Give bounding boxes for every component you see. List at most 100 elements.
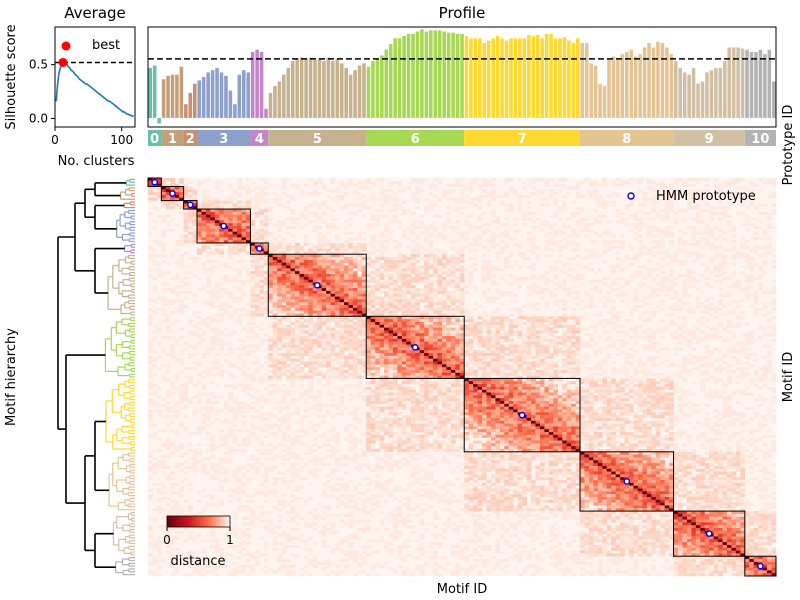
heatmap-cell	[286, 313, 291, 317]
heatmap-cell	[522, 211, 527, 215]
heatmap-cell	[156, 178, 162, 182]
heatmap-cell	[290, 336, 296, 340]
heatmap-cell	[433, 330, 438, 334]
heatmap-cell	[459, 245, 465, 249]
heatmap-cell	[317, 319, 322, 323]
heatmap-cell	[348, 211, 354, 215]
heatmap-cell	[335, 200, 340, 204]
heatmap-cell	[303, 242, 309, 247]
heatmap-cell	[361, 310, 367, 314]
heatmap-cell	[548, 240, 554, 244]
heatmap-cell	[695, 180, 701, 184]
heatmap-cell	[219, 189, 225, 193]
heatmap-cell	[588, 336, 594, 340]
heatmap-cell	[299, 257, 305, 261]
heatmap-cell	[379, 242, 385, 247]
heatmap-cell	[214, 180, 220, 184]
heatmap-cell	[673, 211, 679, 215]
heatmap-cell	[744, 336, 750, 340]
heatmap-cell	[379, 305, 385, 309]
heatmap-cell	[241, 206, 247, 210]
heatmap-cell	[330, 262, 336, 266]
heatmap-cell	[228, 290, 233, 295]
heatmap-cell	[660, 189, 665, 193]
heatmap-cell	[722, 276, 728, 280]
heatmap-cell	[196, 341, 202, 345]
heatmap-cell	[317, 231, 322, 235]
heatmap-cell	[642, 194, 648, 199]
profile-bar	[210, 70, 215, 118]
heatmap-cell	[629, 223, 634, 227]
heatmap-cell	[544, 279, 550, 283]
heatmap-cell	[642, 197, 648, 201]
heatmap-cell	[526, 240, 532, 244]
heatmap-cell	[468, 271, 474, 275]
heatmap-cell	[767, 178, 772, 182]
heatmap-cell	[415, 259, 420, 263]
heatmap-cell	[450, 302, 456, 306]
heatmap-cell	[517, 203, 523, 207]
heatmap-cell	[281, 186, 287, 190]
heatmap-cell	[531, 273, 536, 278]
heatmap-cell	[299, 288, 305, 292]
heatmap-cell	[277, 336, 282, 340]
heatmap-cell	[459, 324, 465, 328]
heatmap-cell	[562, 262, 567, 266]
heatmap-cell	[348, 276, 354, 280]
heatmap-cell	[424, 237, 429, 241]
heatmap-cell	[428, 257, 434, 261]
heatmap-cell	[183, 282, 189, 286]
heatmap-cell	[744, 259, 750, 263]
heatmap-cell	[410, 228, 416, 232]
heatmap-cell	[557, 254, 563, 258]
heatmap-cell	[286, 285, 291, 289]
heatmap-cell	[272, 245, 278, 249]
heatmap-cell	[571, 341, 576, 345]
profile-bar	[255, 49, 259, 118]
heatmap-cell	[548, 333, 554, 337]
heatmap-cell	[326, 223, 331, 227]
heatmap-cell	[352, 285, 358, 289]
heatmap-cell	[606, 240, 612, 244]
heatmap-cell	[464, 290, 469, 295]
heatmap-cell	[183, 228, 189, 232]
heatmap-cell	[254, 214, 260, 218]
heatmap-cell	[620, 234, 625, 238]
heatmap-cell	[686, 178, 692, 182]
heatmap-cell	[250, 259, 256, 263]
profile-bar	[665, 47, 669, 118]
heatmap-cell	[183, 296, 189, 300]
heatmap-cell	[727, 228, 732, 232]
heatmap-cell	[499, 245, 505, 249]
heatmap-cell	[713, 316, 719, 320]
heatmap-cell	[379, 254, 385, 258]
heatmap-cell	[148, 189, 153, 193]
profile-bar	[375, 58, 380, 118]
heatmap-cell	[749, 279, 755, 283]
heatmap-cell	[317, 333, 322, 337]
heatmap-cell	[482, 194, 487, 199]
heatmap-cell	[664, 206, 670, 210]
heatmap-cell	[749, 276, 755, 280]
heatmap-cell	[148, 257, 153, 261]
heatmap-cell	[459, 197, 465, 201]
heatmap-cell	[259, 341, 265, 345]
heatmap-cell	[326, 248, 331, 252]
heatmap-cell	[379, 178, 385, 182]
heatmap-cell	[165, 330, 171, 334]
heatmap-cell	[548, 330, 554, 334]
heatmap-cell	[508, 209, 514, 213]
heatmap-cell	[695, 302, 701, 306]
heatmap-cell	[433, 178, 438, 182]
heatmap-cell	[272, 192, 278, 196]
heatmap-cell	[562, 338, 567, 343]
heatmap-cell	[335, 321, 340, 326]
heatmap-cell	[508, 324, 514, 328]
heatmap-cell	[241, 245, 247, 249]
heatmap-cell	[219, 254, 225, 258]
heatmap-cell	[317, 217, 322, 221]
heatmap-cell	[335, 338, 340, 343]
heatmap-cell	[651, 203, 657, 207]
heatmap-cell	[531, 248, 536, 252]
profile-bar	[642, 47, 647, 118]
